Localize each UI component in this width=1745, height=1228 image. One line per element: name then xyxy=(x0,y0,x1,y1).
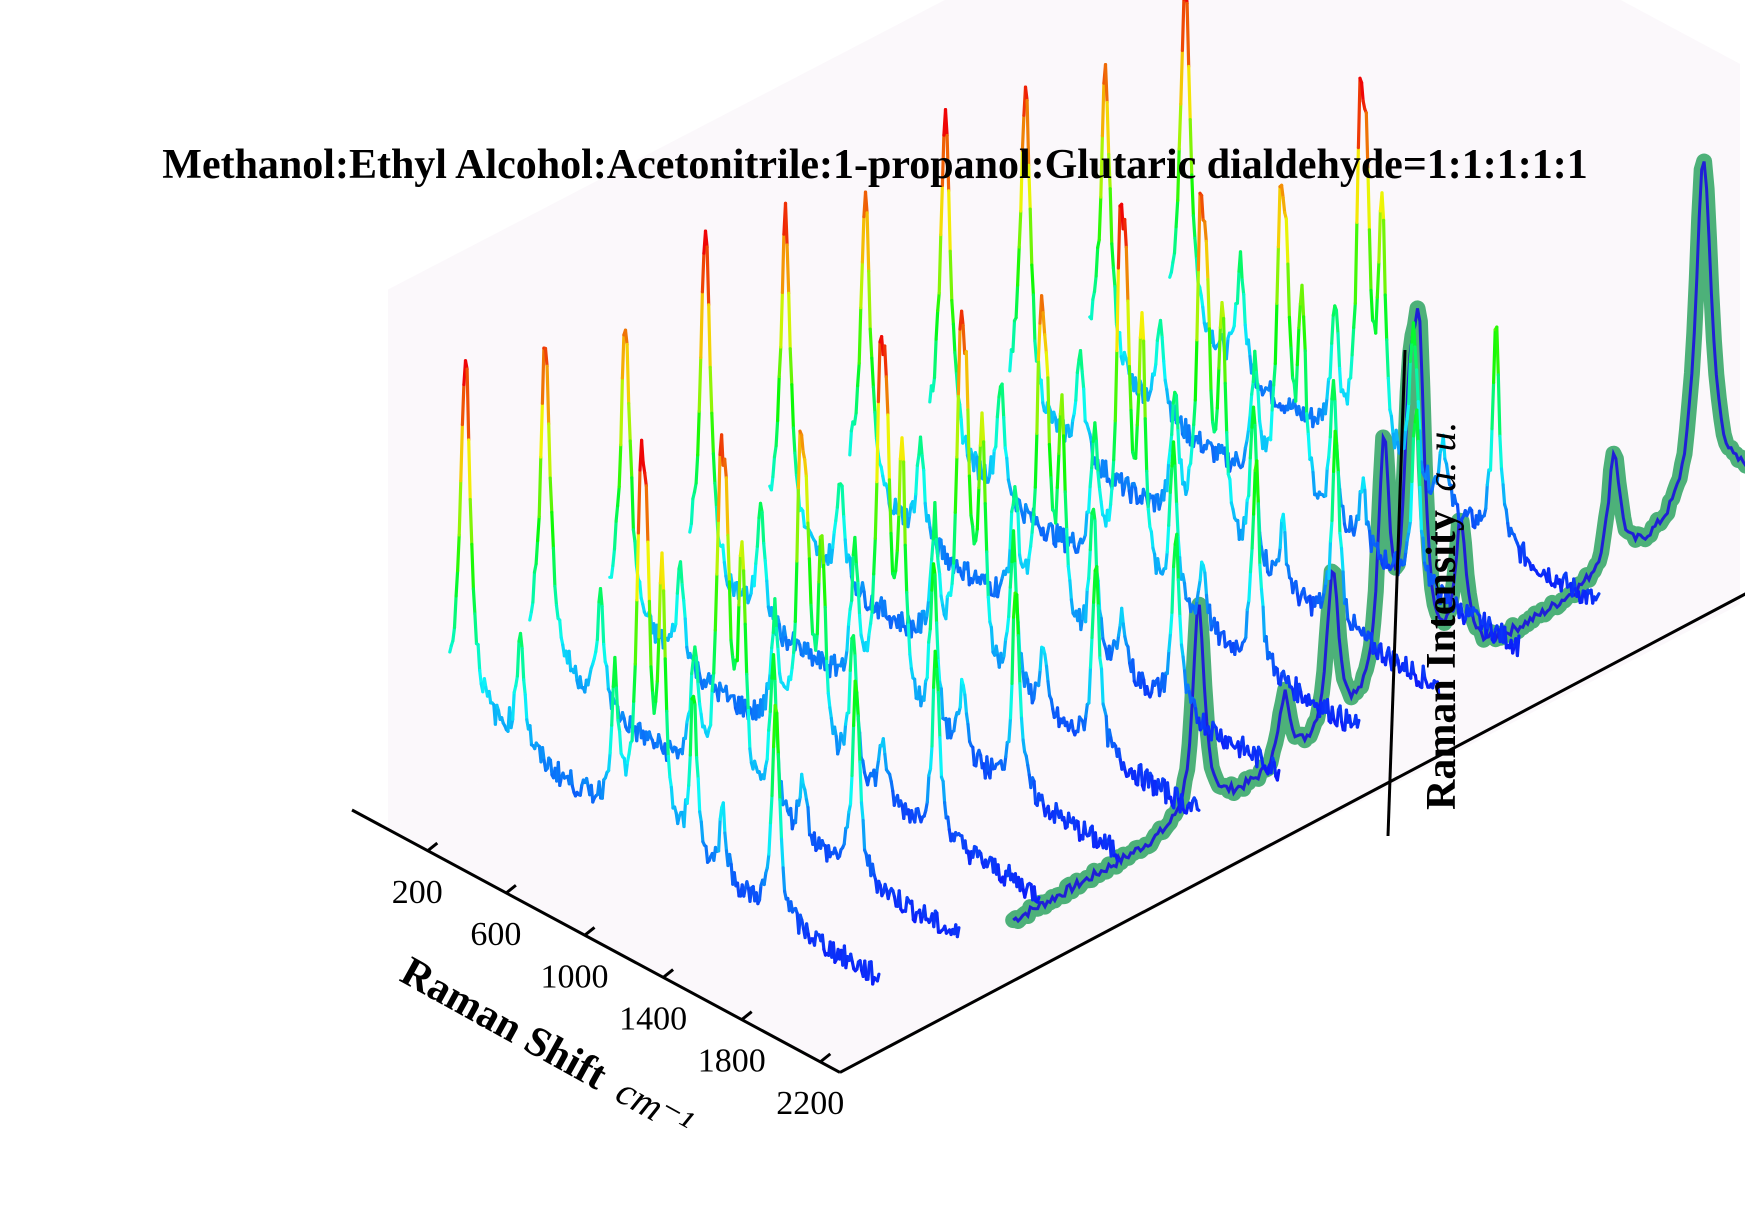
x-tick-600 xyxy=(504,884,517,895)
x-tick-2200 xyxy=(819,1052,832,1064)
x-tick-label-200: 200 xyxy=(392,874,443,911)
axes: 200 600 1000 1400 1800 2200 xyxy=(351,349,1745,1122)
x-tick-label-600: 600 xyxy=(470,916,521,953)
x-tick-label-2200: 2200 xyxy=(776,1085,844,1122)
z-axis-unit: a. u. xyxy=(1419,422,1464,492)
series-6 xyxy=(848,190,1281,782)
series-7 xyxy=(928,107,1361,732)
z-axis-line xyxy=(1386,349,1407,837)
series-5 xyxy=(768,201,1201,815)
x-tick-label-1800: 1800 xyxy=(698,1043,766,1080)
x-tick-1000 xyxy=(583,926,596,937)
x-axis-unit: cm⁻¹ xyxy=(609,1068,701,1146)
projected-spectrum xyxy=(1005,153,1745,929)
projected-average-line xyxy=(1012,161,1745,924)
x-tick-label-1000: 1000 xyxy=(541,958,609,995)
svg-text:Raman Intensity a. u.: Raman Intensity a. u. xyxy=(1419,422,1465,810)
chart-title: Methanol:Ethyl Alcohol:Acetonitrile:1-pr… xyxy=(162,142,1587,188)
x-tick-label-1400: 1400 xyxy=(619,1001,687,1038)
series-1 xyxy=(448,359,881,986)
back-pane xyxy=(1288,0,1740,605)
x-tick-1400 xyxy=(662,968,675,979)
z-axis-label-text: Raman Intensity xyxy=(1419,510,1465,810)
spectra-series xyxy=(448,0,1601,986)
y-axis-line xyxy=(839,592,1745,1074)
x-tick-1800 xyxy=(740,1010,753,1021)
x-tick-200 xyxy=(426,841,439,853)
series-4 xyxy=(688,229,1121,863)
x-axis-line xyxy=(351,808,841,1074)
series-2 xyxy=(528,346,961,939)
z-axis-label: Raman Intensity a. u. xyxy=(1419,422,1465,810)
left-pane xyxy=(388,0,1288,830)
